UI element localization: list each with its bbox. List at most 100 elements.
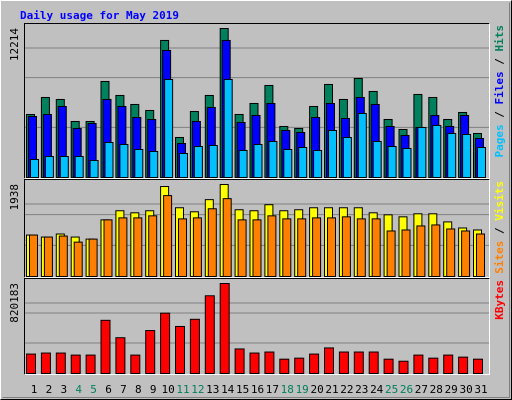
x-tick-label: 23 xyxy=(355,383,368,396)
bar xyxy=(59,155,69,178)
bar xyxy=(55,352,66,374)
bar xyxy=(163,195,173,277)
x-tick-label: 3 xyxy=(60,383,67,396)
bar xyxy=(431,224,441,277)
x-tick-label: 5 xyxy=(90,383,97,396)
x-tick-label: 24 xyxy=(370,383,384,396)
bar xyxy=(237,219,247,278)
x-tick-label: 11 xyxy=(176,383,189,396)
bar xyxy=(324,347,334,374)
bar xyxy=(371,218,381,277)
bar xyxy=(413,354,424,375)
panel-bevel xyxy=(24,23,490,179)
bar xyxy=(462,133,472,178)
bar xyxy=(268,140,278,178)
bar xyxy=(40,352,51,374)
x-tick-label: 31 xyxy=(474,383,487,396)
bar xyxy=(249,352,260,374)
bar xyxy=(264,351,275,374)
bar xyxy=(279,358,290,375)
bar xyxy=(145,330,156,375)
bar xyxy=(104,141,114,179)
bar xyxy=(118,217,128,277)
bar xyxy=(179,152,188,179)
panel-bevel xyxy=(24,179,490,278)
bar xyxy=(204,295,215,374)
x-tick-label: 9 xyxy=(150,383,157,396)
bar xyxy=(447,132,457,179)
bar xyxy=(353,351,364,374)
y-tick-label: 1938 xyxy=(8,184,21,211)
x-tick-label: 7 xyxy=(120,383,127,396)
bar xyxy=(461,230,471,277)
bar xyxy=(100,319,111,374)
bar xyxy=(192,217,202,277)
legend-entry: Hits xyxy=(493,25,506,52)
legend-separator: / xyxy=(493,105,506,125)
bar xyxy=(402,147,412,179)
bar xyxy=(327,217,336,277)
bar xyxy=(44,155,54,178)
bar xyxy=(88,238,98,277)
legend-entry: Sites xyxy=(493,241,506,274)
legend: Pages / Files / Hits xyxy=(493,25,506,158)
legend-entry: KBytes xyxy=(493,280,506,320)
bar xyxy=(164,78,174,178)
bar xyxy=(458,356,469,374)
bar xyxy=(398,360,409,375)
bar xyxy=(178,218,187,277)
bar xyxy=(368,351,379,374)
legend-separator: / xyxy=(493,52,506,72)
x-tick-label: 20 xyxy=(310,383,323,396)
bar xyxy=(416,225,426,277)
bar xyxy=(338,351,349,374)
bar xyxy=(432,124,442,178)
bar xyxy=(328,129,337,178)
bar xyxy=(134,148,144,178)
x-tick-label: 16 xyxy=(251,383,264,396)
bar xyxy=(208,144,218,178)
bar xyxy=(476,233,485,277)
bar xyxy=(282,218,292,277)
bar xyxy=(103,219,113,278)
bar xyxy=(189,318,200,374)
bar xyxy=(312,217,322,277)
panel-bevel xyxy=(24,278,490,375)
legend-entry: Files xyxy=(493,71,506,104)
bar xyxy=(372,140,382,178)
x-tick-label: 12 xyxy=(191,383,204,396)
x-tick-label: 6 xyxy=(105,383,112,396)
x-tick-label: 26 xyxy=(400,383,413,396)
legend-separator: / xyxy=(493,221,506,241)
x-tick-label: 14 xyxy=(221,383,235,396)
bar xyxy=(73,241,83,278)
x-tick-label: 4 xyxy=(75,383,82,396)
bar xyxy=(223,78,233,178)
bar xyxy=(252,219,262,278)
legend: KBytes xyxy=(493,280,506,320)
bar xyxy=(356,218,366,277)
bar xyxy=(43,236,53,278)
bar xyxy=(387,145,397,179)
bar xyxy=(160,312,171,375)
x-tick-label: 13 xyxy=(206,383,219,396)
bar xyxy=(309,353,320,374)
bar xyxy=(222,198,232,277)
bar xyxy=(357,112,367,178)
bar xyxy=(207,208,217,277)
legend: Sites / Visits xyxy=(493,181,506,274)
x-tick-label: 17 xyxy=(266,383,279,396)
bar xyxy=(383,358,394,375)
legend-entry: Visits xyxy=(493,181,506,221)
bar xyxy=(85,354,96,375)
bar xyxy=(148,215,158,277)
bar xyxy=(149,150,159,178)
bar xyxy=(473,358,483,375)
bar xyxy=(175,325,185,375)
x-tick-label: 1 xyxy=(31,383,38,396)
bar xyxy=(283,148,293,178)
